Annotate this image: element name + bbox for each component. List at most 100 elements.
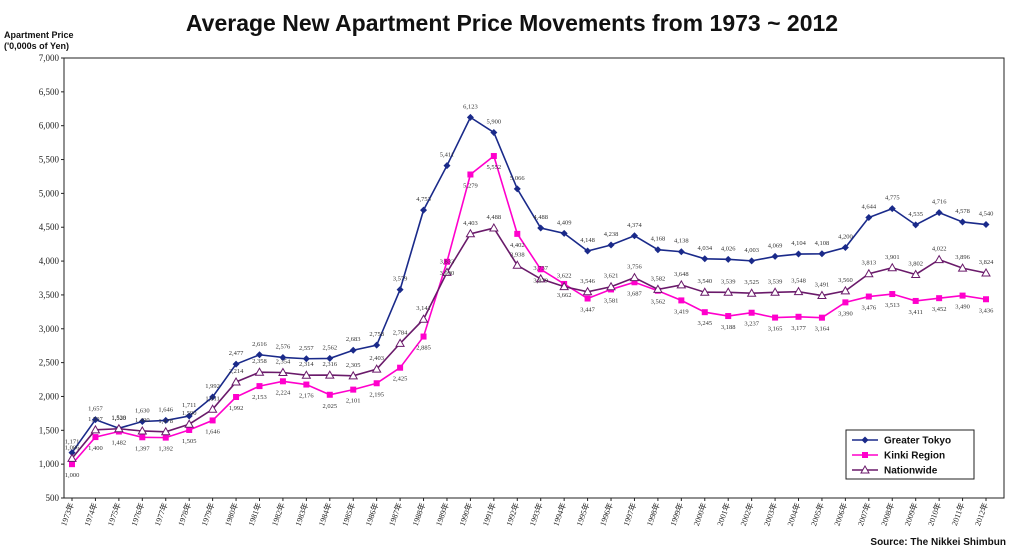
kinki-region-point [92, 434, 99, 441]
greater-tokyo-data-label: 2,683 [346, 336, 361, 343]
legend: Greater Tokyo Kinki Region Nationwide [845, 429, 975, 480]
nationwide-data-label: 1,490 [135, 417, 150, 424]
greater-tokyo-point [982, 221, 990, 229]
greater-tokyo-point [513, 185, 521, 193]
nationwide-point [934, 254, 944, 264]
nationwide-data-label: 3,141 [416, 305, 431, 312]
y-axis: 500 1,000 1,500 2,000 2,500 3,000 3,500 4,000 4,… [39, 53, 64, 503]
y-tick-label: 6,500 [39, 87, 60, 97]
nationwide-point [653, 284, 663, 293]
nationwide-point [137, 425, 148, 435]
x-tick-label: 2003年 [761, 501, 779, 527]
kinki-region-point [725, 313, 732, 320]
greater-tokyo-point [162, 416, 170, 424]
kinki-region-data-label: 2,224 [276, 389, 291, 396]
nationwide-data-label: 3,756 [627, 264, 642, 271]
x-tick-label: 1989年 [433, 501, 451, 527]
kinki-region-data-label: 3,245 [697, 320, 712, 327]
greater-tokyo-data-label: 1,530 [112, 414, 127, 421]
nationwide-data-label: 4,022 [932, 246, 947, 253]
x-tick-label: 2010年 [925, 501, 943, 527]
kinki-region-data-label: 2,025 [322, 403, 337, 410]
kinki-region-data-label: 3,436 [979, 307, 994, 314]
x-tick-label: 1978年 [175, 501, 193, 527]
plot-area [63, 57, 1005, 499]
kinki-region-data-label: 3,419 [674, 308, 689, 315]
y-tick-label: 5,000 [39, 188, 60, 198]
nationwide-point [231, 376, 241, 386]
y-axis-title-line1: Apartment Price [4, 30, 74, 40]
legend-nationwide-marker [860, 464, 870, 474]
kinki-region-point [350, 386, 357, 393]
x-tick-label: 1982年 [269, 501, 287, 527]
nationwide-point [67, 453, 77, 462]
greater-tokyo-point [537, 224, 545, 232]
kinki-region-point [443, 258, 450, 265]
kinki-region-point [889, 291, 896, 298]
y-tick-label: 4,500 [39, 222, 60, 232]
nationwide-point [746, 288, 757, 297]
greater-tokyo-point [935, 209, 943, 217]
legend-nationwide-label: Nationwide [884, 466, 938, 477]
greater-tokyo-data-label: 4,775 [885, 195, 900, 202]
greater-tokyo-point [630, 232, 638, 240]
x-tick-label: 1984年 [316, 501, 334, 527]
greater-tokyo-data-label: 4,644 [862, 203, 877, 210]
nationwide-data-label: 3,539 [768, 278, 783, 285]
legend-greater-tokyo-marker [861, 436, 869, 444]
x-tick-label: 2007年 [855, 501, 873, 527]
kinki-region-line [71, 154, 987, 465]
greater-tokyo-point [279, 353, 287, 361]
greater-tokyo-data-label: 4,168 [651, 236, 666, 243]
greater-tokyo-data-label: 4,716 [932, 199, 947, 206]
nationwide-point [465, 228, 476, 238]
nationwide-data-label: 2,358 [252, 358, 267, 365]
kinki-region-data-label: 1,392 [158, 446, 173, 453]
kinki-region-data-label: 3,165 [768, 326, 783, 333]
kinki-region-data-label: 2,195 [369, 391, 384, 398]
greater-tokyo-data-label: 4,034 [697, 245, 712, 252]
data-labels: 1,171 1,657 1,530 1,630 1,646 1,711 1,992 2,477… [65, 103, 994, 479]
greater-tokyo-data-label: 4,374 [627, 222, 642, 229]
nationwide-data-label: 3,525 [744, 279, 759, 286]
greater-tokyo-point [818, 250, 826, 258]
greater-tokyo-data-label: 2,616 [252, 341, 267, 348]
kinki-region-point [162, 434, 169, 441]
greater-tokyo-point [326, 354, 334, 362]
kinki-region-point [467, 171, 474, 178]
greater-tokyo-data-label: 4,104 [791, 240, 806, 247]
greater-tokyo-data-label: 2,758 [369, 331, 384, 338]
x-tick-label: 1994年 [550, 501, 568, 527]
y-axis-title: Apartment Price ('0,000s of Yen) [4, 30, 74, 52]
greater-tokyo-data-label: 1,711 [182, 402, 196, 409]
greater-tokyo-point [771, 252, 779, 260]
kinki-region-point [842, 299, 849, 306]
nationwide-point [207, 404, 218, 413]
nationwide-data-label: 3,802 [908, 260, 923, 267]
kinki-region-data-label: 1,397 [135, 445, 150, 452]
nationwide-point [395, 338, 405, 347]
x-tick-label: 2001年 [714, 501, 732, 527]
nationwide-point [184, 419, 195, 428]
nationwide-data-label: 4,488 [487, 214, 502, 221]
greater-tokyo-data-label: 3,579 [393, 276, 408, 283]
greater-tokyo-point [185, 412, 193, 420]
kinki-region-data-label: 3,581 [604, 297, 619, 304]
greater-tokyo-point [888, 205, 896, 213]
greater-tokyo-data-label: 4,753 [416, 196, 431, 203]
nationwide-data-label: 2,314 [299, 361, 314, 368]
x-tick-label: 2012年 [972, 501, 990, 527]
nationwide-data-label: 3,491 [815, 282, 830, 289]
kinki-region-data-label: 3,562 [651, 299, 666, 306]
kinki-region-point [279, 378, 286, 385]
nationwide-point [770, 287, 780, 296]
nationwide-point [606, 281, 616, 291]
greater-tokyo-point [677, 248, 685, 256]
greater-tokyo-point [654, 246, 662, 254]
greater-tokyo-point [959, 218, 967, 226]
nationwide-data-label: 3,540 [697, 278, 712, 285]
greater-tokyo-point [255, 351, 263, 359]
kinki-region-point [186, 426, 193, 433]
kinki-region-point [69, 461, 75, 468]
nationwide-data-label: 2,784 [393, 329, 408, 336]
